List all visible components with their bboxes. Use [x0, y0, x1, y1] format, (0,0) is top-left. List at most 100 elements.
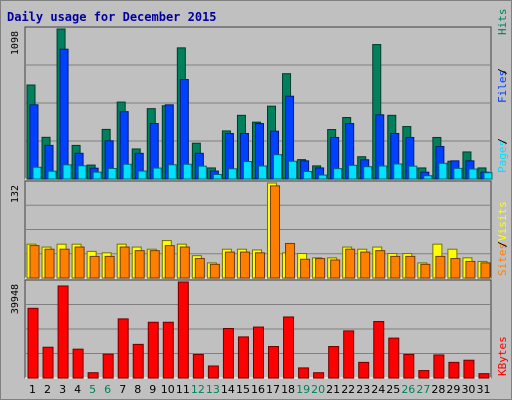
bar-kbytes-day-7: [117, 318, 129, 379]
bar-pages-day-23: [363, 166, 373, 180]
bar-visits-day-25: [390, 255, 401, 279]
bar-visits-day-26: [405, 255, 416, 279]
bar-kbytes-day-27: [418, 370, 430, 379]
bar-kbytes-day-14: [222, 327, 234, 379]
bar-visits-day-29: [450, 258, 461, 279]
x-tick-label-day-4: 4: [74, 383, 81, 396]
bar-kbytes-day-16: [252, 326, 264, 379]
x-tick-label-day-16: 16: [251, 383, 265, 396]
bar-visits-day-16: [254, 252, 265, 279]
bar-visits-day-4: [74, 246, 85, 279]
bar-pages-day-13: [212, 173, 222, 180]
bar-visits-day-24: [375, 250, 386, 279]
bar-kbytes-day-10: [162, 321, 174, 379]
bar-kbytes-day-8: [132, 343, 144, 379]
bar-pages-day-28: [438, 162, 448, 180]
bar-kbytes-day-31: [478, 373, 490, 379]
bar-pages-day-2: [47, 170, 57, 180]
x-tick-label-day-18: 18: [281, 383, 295, 396]
x-tick-label-day-3: 3: [59, 383, 66, 396]
x-tick-label-day-10: 10: [161, 383, 175, 396]
axis-label-separator: /: [496, 138, 509, 145]
bar-pages-day-6: [107, 167, 117, 180]
bar-pages-day-18: [288, 160, 298, 180]
bar-kbytes-day-12: [192, 353, 204, 379]
bar-visits-day-8: [134, 250, 145, 279]
bar-pages-day-1: [32, 166, 42, 180]
bar-visits-day-30: [465, 260, 476, 279]
bar-pages-day-26: [408, 165, 418, 180]
bar-pages-day-24: [378, 165, 388, 180]
bar-pages-day-9: [152, 167, 162, 180]
chart-title: Daily usage for December 2015: [7, 10, 217, 24]
bar-pages-day-21: [333, 168, 343, 180]
x-tick-label-day-30: 30: [461, 383, 475, 396]
bar-pages-day-10: [167, 164, 177, 180]
x-tick-label-day-12: 12: [191, 383, 205, 396]
bar-pages-day-20: [318, 174, 328, 180]
bar-pages-day-16: [257, 165, 267, 180]
x-tick-label-day-20: 20: [311, 383, 325, 396]
bar-kbytes-day-17: [268, 346, 280, 379]
x-tick-label-day-6: 6: [104, 383, 111, 396]
x-tick-label-day-28: 28: [431, 383, 445, 396]
y-max-label-visits-sites: 132: [10, 185, 21, 203]
axis-label-pages: Pages: [496, 140, 509, 173]
bar-kbytes-day-2: [42, 346, 54, 379]
bar-pages-day-31: [483, 172, 493, 180]
bar-kbytes-day-20: [313, 372, 325, 379]
bar-visits-day-22: [345, 248, 356, 279]
bar-pages-day-25: [393, 163, 403, 180]
bar-visits-day-15: [239, 251, 250, 279]
bar-pages-day-7: [122, 163, 132, 180]
x-tick-label-day-11: 11: [176, 383, 190, 396]
bar-pages-day-5: [92, 171, 102, 180]
x-tick-label-day-2: 2: [44, 383, 51, 396]
bar-pages-day-30: [468, 168, 478, 180]
bar-visits-day-7: [119, 246, 130, 279]
bar-visits-day-19: [300, 258, 311, 279]
bar-kbytes-day-15: [237, 336, 249, 379]
x-tick-label-day-13: 13: [206, 383, 220, 396]
axis-label-sites: Sites: [496, 243, 509, 276]
bar-kbytes-day-13: [207, 365, 219, 379]
bar-visits-day-1: [29, 245, 40, 279]
bar-visits-day-23: [360, 251, 371, 279]
axis-label-separator: /: [496, 68, 509, 75]
bar-kbytes-day-28: [433, 354, 445, 379]
x-tick-label-day-27: 27: [416, 383, 430, 396]
bar-kbytes-day-23: [358, 361, 370, 379]
bar-files-day-3: [59, 48, 69, 180]
bar-pages-day-3: [62, 164, 72, 180]
bar-visits-day-2: [44, 248, 55, 279]
bar-kbytes-day-11: [177, 281, 189, 379]
bar-kbytes-day-6: [102, 353, 114, 379]
x-tick-label-day-21: 21: [326, 383, 340, 396]
bar-pages-day-19: [303, 170, 313, 180]
x-tick-label-day-25: 25: [386, 383, 400, 396]
bar-visits-day-21: [330, 259, 341, 279]
bar-visits-day-12: [194, 258, 205, 279]
bar-kbytes-day-25: [388, 337, 400, 379]
axis-label-visits: Visits: [496, 201, 509, 241]
bar-pages-day-12: [197, 165, 207, 180]
bar-kbytes-day-18: [283, 316, 295, 379]
bar-visits-day-5: [89, 255, 100, 279]
x-tick-label-day-19: 19: [296, 383, 310, 396]
x-tick-label-day-5: 5: [89, 383, 96, 396]
x-tick-label-day-29: 29: [446, 383, 460, 396]
x-tick-label-day-22: 22: [341, 383, 355, 396]
x-tick-label-day-23: 23: [356, 383, 370, 396]
bar-kbytes-day-19: [298, 367, 310, 379]
bar-visits-day-9: [149, 250, 160, 279]
x-tick-label-day-8: 8: [134, 383, 141, 396]
bar-pages-day-15: [242, 161, 252, 180]
x-tick-label-day-31: 31: [476, 383, 490, 396]
bar-kbytes-day-1: [27, 307, 39, 379]
x-tick-label-day-26: 26: [401, 383, 415, 396]
bar-visits-day-13: [209, 263, 220, 279]
bar-kbytes-day-9: [147, 321, 159, 379]
bar-kbytes-day-4: [72, 348, 84, 379]
bar-kbytes-day-21: [328, 346, 340, 379]
x-tick-label-day-7: 7: [119, 383, 126, 396]
